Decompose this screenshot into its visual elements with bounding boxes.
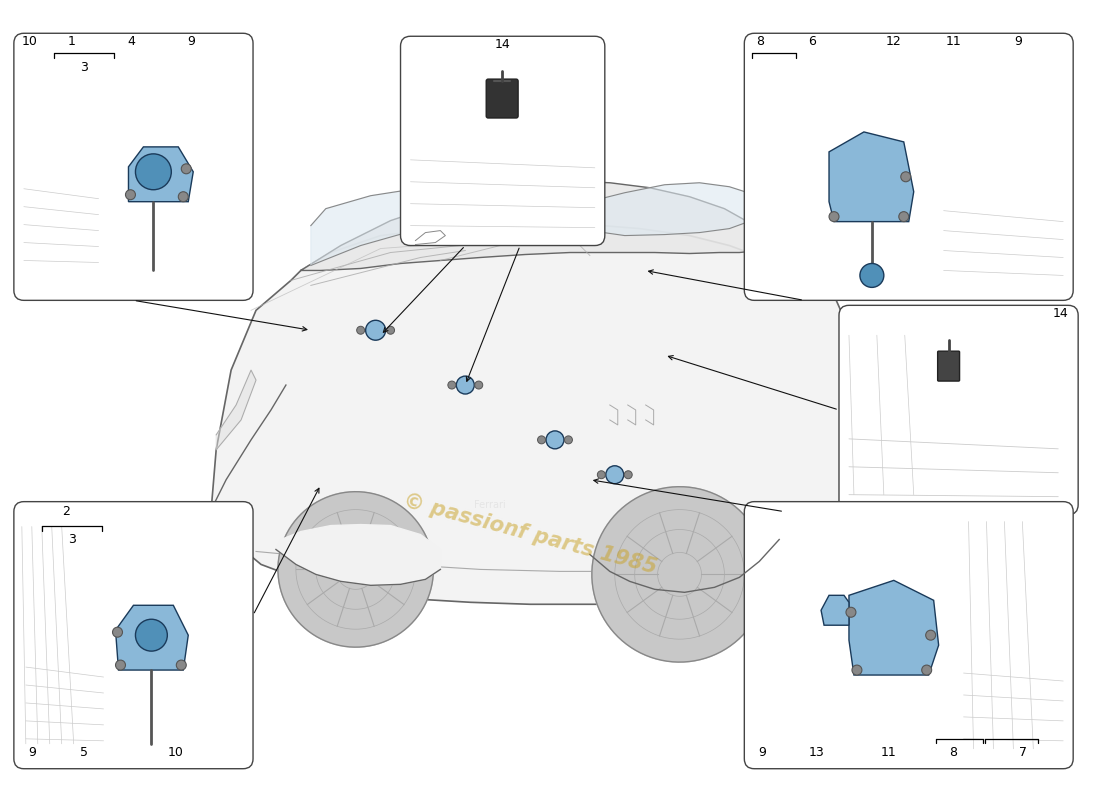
- Circle shape: [176, 660, 186, 670]
- Circle shape: [116, 660, 125, 670]
- Text: 8: 8: [949, 746, 958, 759]
- Text: 4: 4: [128, 34, 135, 48]
- Polygon shape: [821, 595, 849, 626]
- Circle shape: [178, 192, 188, 202]
- Text: 11: 11: [946, 34, 961, 48]
- Polygon shape: [276, 525, 440, 586]
- FancyBboxPatch shape: [400, 36, 605, 246]
- Polygon shape: [592, 486, 767, 662]
- Circle shape: [448, 381, 455, 389]
- Circle shape: [475, 381, 483, 389]
- Polygon shape: [849, 580, 938, 675]
- Circle shape: [356, 326, 364, 334]
- Text: 6: 6: [808, 34, 816, 48]
- Circle shape: [386, 326, 395, 334]
- Polygon shape: [416, 230, 446, 245]
- Polygon shape: [580, 182, 761, 235]
- Circle shape: [135, 154, 172, 190]
- Circle shape: [899, 212, 909, 222]
- Polygon shape: [116, 606, 188, 670]
- Polygon shape: [211, 222, 854, 604]
- Polygon shape: [278, 492, 433, 647]
- Circle shape: [112, 627, 122, 637]
- Circle shape: [564, 436, 572, 444]
- Text: 5: 5: [79, 746, 88, 759]
- Circle shape: [135, 619, 167, 651]
- Text: 14: 14: [1053, 307, 1068, 320]
- Polygon shape: [311, 188, 575, 266]
- FancyBboxPatch shape: [14, 502, 253, 769]
- Circle shape: [456, 376, 474, 394]
- Circle shape: [846, 607, 856, 618]
- Polygon shape: [217, 370, 256, 450]
- Text: © passionf parts 1985: © passionf parts 1985: [402, 491, 659, 578]
- Text: 8: 8: [757, 34, 764, 48]
- FancyBboxPatch shape: [745, 34, 1074, 300]
- Text: 11: 11: [881, 746, 896, 759]
- FancyBboxPatch shape: [937, 351, 959, 381]
- FancyBboxPatch shape: [14, 34, 253, 300]
- Circle shape: [860, 263, 883, 287]
- Circle shape: [125, 190, 135, 200]
- Circle shape: [606, 466, 624, 484]
- Circle shape: [851, 665, 862, 675]
- Circle shape: [901, 172, 911, 182]
- Text: 10: 10: [22, 34, 37, 48]
- Text: 9: 9: [28, 746, 35, 759]
- FancyBboxPatch shape: [745, 502, 1074, 769]
- Text: 3: 3: [68, 533, 76, 546]
- Circle shape: [538, 436, 546, 444]
- Text: 10: 10: [167, 746, 184, 759]
- Circle shape: [829, 212, 839, 222]
- Text: 3: 3: [79, 61, 88, 74]
- Circle shape: [922, 665, 932, 675]
- Polygon shape: [301, 181, 769, 270]
- Text: 2: 2: [62, 505, 69, 518]
- Polygon shape: [129, 147, 194, 202]
- Text: 12: 12: [886, 34, 902, 48]
- Text: 1: 1: [68, 34, 76, 48]
- FancyBboxPatch shape: [486, 79, 518, 118]
- Text: 9: 9: [758, 746, 767, 759]
- Text: 7: 7: [1020, 746, 1027, 759]
- Text: 9: 9: [187, 34, 195, 48]
- FancyBboxPatch shape: [839, 306, 1078, 514]
- Text: 14: 14: [494, 38, 510, 50]
- Polygon shape: [829, 132, 914, 222]
- Text: 13: 13: [808, 746, 824, 759]
- Circle shape: [365, 320, 386, 340]
- Circle shape: [546, 431, 564, 449]
- Circle shape: [624, 470, 632, 478]
- Circle shape: [597, 470, 605, 478]
- Circle shape: [926, 630, 936, 640]
- Circle shape: [182, 164, 191, 174]
- Text: Ferrari: Ferrari: [474, 500, 506, 510]
- Text: 9: 9: [1014, 34, 1022, 48]
